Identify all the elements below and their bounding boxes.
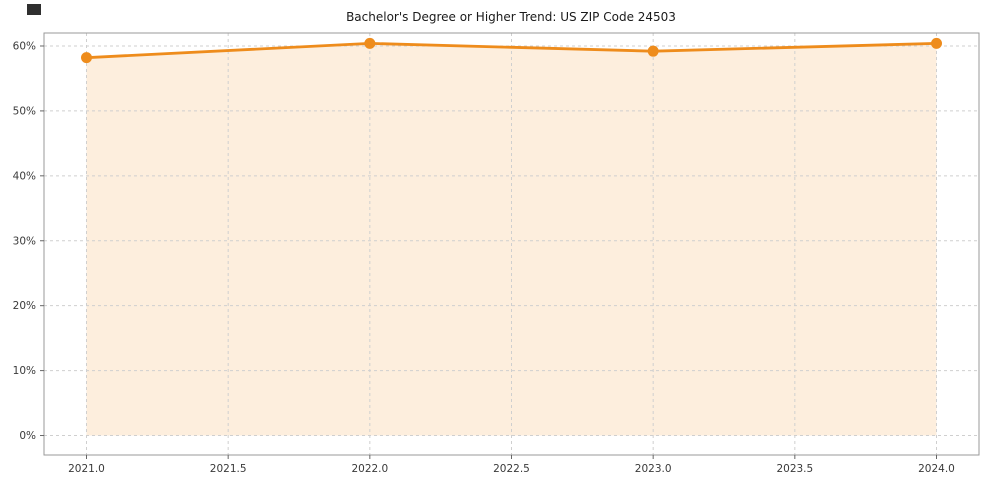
x-tick-label: 2024.0	[918, 463, 955, 475]
x-tick-label: 2023.5	[776, 463, 813, 475]
screenshot-artifact-square	[27, 4, 41, 15]
data-point-marker	[931, 37, 942, 49]
y-tick-label: 60%	[13, 40, 36, 52]
y-tick-label: 30%	[13, 235, 36, 247]
x-tick-label: 2021.5	[210, 463, 247, 475]
x-tick-label: 2021.0	[68, 463, 105, 475]
trend-line	[85, 41, 938, 60]
data-point-marker	[81, 52, 92, 64]
y-tick-label: 40%	[13, 170, 36, 182]
data-point-marker	[364, 37, 376, 49]
y-tick-label: 20%	[13, 300, 36, 312]
y-tick-label: 10%	[13, 365, 36, 377]
x-tick-label: 2022.5	[493, 463, 530, 475]
data-point-marker	[647, 45, 659, 57]
chart-title: Bachelor's Degree or Higher Trend: US ZI…	[346, 10, 676, 24]
y-tick-label: 0%	[19, 430, 36, 442]
y-tick-label: 50%	[13, 105, 36, 117]
x-tick-label: 2023.0	[635, 463, 672, 475]
x-tick-label: 2022.0	[351, 463, 388, 475]
